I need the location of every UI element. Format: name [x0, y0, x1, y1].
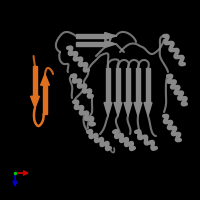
Polygon shape [134, 103, 142, 116]
Polygon shape [144, 103, 152, 116]
Polygon shape [146, 68, 150, 103]
Polygon shape [104, 103, 112, 116]
Polygon shape [105, 40, 116, 48]
Polygon shape [126, 68, 130, 103]
Polygon shape [106, 68, 110, 103]
Polygon shape [41, 74, 49, 85]
Polygon shape [136, 68, 140, 103]
Polygon shape [33, 66, 37, 96]
Polygon shape [124, 103, 132, 116]
Polygon shape [114, 103, 122, 116]
Polygon shape [43, 85, 47, 114]
Polygon shape [76, 34, 105, 38]
Polygon shape [116, 68, 120, 103]
Polygon shape [76, 42, 105, 46]
Polygon shape [105, 32, 116, 40]
Polygon shape [31, 96, 39, 108]
